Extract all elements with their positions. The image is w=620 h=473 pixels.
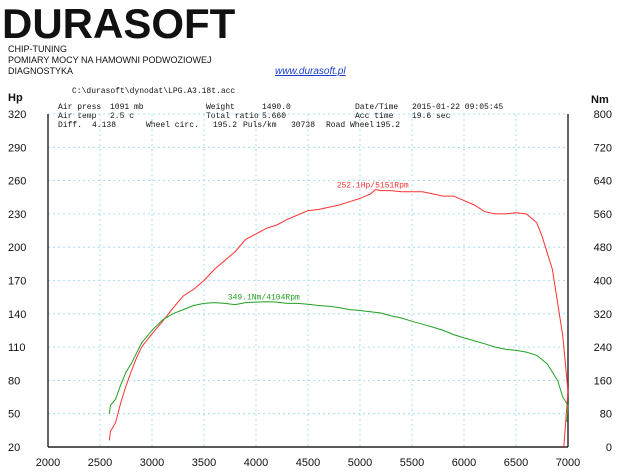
x-tick-label: 3000 — [140, 457, 164, 469]
x-tick-label: 4000 — [244, 457, 268, 469]
left-tick-label: 320 — [8, 109, 26, 121]
right-tick-label: 640 — [594, 176, 612, 188]
header-line-2: POMIARY MOCY NA HAMOWNI PODWOZIOWEJ — [8, 55, 212, 65]
website-link[interactable]: www.durasoft.pl — [275, 66, 346, 77]
power-peak-label: 252.1Hp/5151Rpm — [337, 181, 409, 190]
right-tick-label: 800 — [594, 109, 612, 121]
info-row-0-field-3: 1490.0 — [262, 103, 291, 112]
right-tick-label: 480 — [594, 242, 612, 254]
left-tick-label: 290 — [8, 142, 26, 154]
info-row-2-field-1: 4.138 — [92, 121, 116, 130]
info-row-2-field-3: 195.2 — [213, 121, 237, 130]
tick-labels: 20 50 80 110 140 170 200 230 260 290 320 0 80 160 240 3… — [8, 109, 612, 469]
grid — [47, 113, 569, 448]
right-tick-label: 240 — [594, 342, 612, 354]
x-tick-label: 2000 — [36, 457, 60, 469]
x-tick-label: 5000 — [348, 457, 372, 469]
x-tick-label: 6000 — [452, 457, 476, 469]
info-row-2-field-2: Wheel circ. — [146, 121, 199, 130]
info-row-0-field-1: 1091 mb — [110, 103, 144, 112]
x-tick-label: 4500 — [296, 457, 320, 469]
right-tick-label: 720 — [594, 142, 612, 154]
torque-peak-label: 349.1Nm/4104Rpm — [228, 294, 300, 303]
x-tick-label: 3500 — [192, 457, 216, 469]
info-row-2-field-4: Puls/km — [243, 121, 277, 130]
info-row-1-field-1: 2.5 c — [110, 112, 134, 121]
info-row-2-field-5: 30738 — [291, 121, 315, 130]
right-tick-label: 0 — [606, 442, 612, 454]
right-tick-label: 320 — [594, 309, 612, 321]
header-line-1: CHIP-TUNING — [8, 44, 67, 54]
left-tick-label: 20 — [8, 442, 20, 454]
info-block: Air press 1091 mb Weight 1490.0 Date/Time 201… — [58, 103, 503, 130]
x-tick-label: 7000 — [556, 457, 580, 469]
left-tick-label: 80 — [8, 375, 20, 387]
right-axis-unit: Nm — [591, 94, 609, 106]
info-row-2-field-7: 195.2 — [376, 121, 400, 130]
right-tick-label: 560 — [594, 209, 612, 221]
header-line-3: DIAGNOSTYKA — [8, 66, 73, 76]
right-tick-label: 80 — [600, 409, 612, 421]
annotations: 252.1Hp/5151Rpm 349.1Nm/4104Rpm — [228, 181, 409, 302]
right-tick-label: 400 — [594, 276, 612, 288]
power-curve — [108, 188, 569, 448]
left-tick-label: 110 — [8, 342, 26, 354]
info-row-1-field-5: 19.6 sec — [412, 112, 451, 121]
series-lines — [108, 188, 569, 448]
info-row-2-field-0: Diff. — [58, 121, 82, 130]
info-row-1-field-0: Air temp — [58, 112, 97, 121]
x-tick-label: 6500 — [504, 457, 528, 469]
right-tick-label: 160 — [594, 375, 612, 387]
torque-curve — [108, 301, 569, 423]
info-row-0-field-2: Weight — [206, 103, 235, 112]
left-tick-label: 140 — [8, 309, 26, 321]
left-tick-label: 230 — [8, 209, 26, 221]
left-axis-unit: Hp — [8, 92, 23, 104]
left-tick-label: 170 — [8, 276, 26, 288]
info-row-1-field-3: 5.660 — [262, 112, 286, 121]
left-tick-label: 200 — [8, 242, 26, 254]
left-tick-label: 260 — [8, 176, 26, 188]
info-row-0-field-4: Date/Time — [355, 103, 398, 112]
info-row-0-field-0: Air press — [58, 103, 101, 112]
info-row-1-field-2: Total ratio — [206, 112, 259, 121]
x-tick-label: 5500 — [400, 457, 424, 469]
x-tick-label: 2500 — [88, 457, 112, 469]
logo: DURASOFT — [2, 0, 236, 47]
info-row-2-field-6: Road Wheel — [326, 121, 374, 130]
file-path: C:\durasoft\dynodat\LPG.A3.18t.acc — [72, 87, 235, 96]
info-row-0-field-5: 2015-01-22 09:05:45 — [412, 103, 503, 112]
left-tick-label: 50 — [8, 409, 20, 421]
info-row-1-field-4: Acc time — [355, 112, 394, 121]
